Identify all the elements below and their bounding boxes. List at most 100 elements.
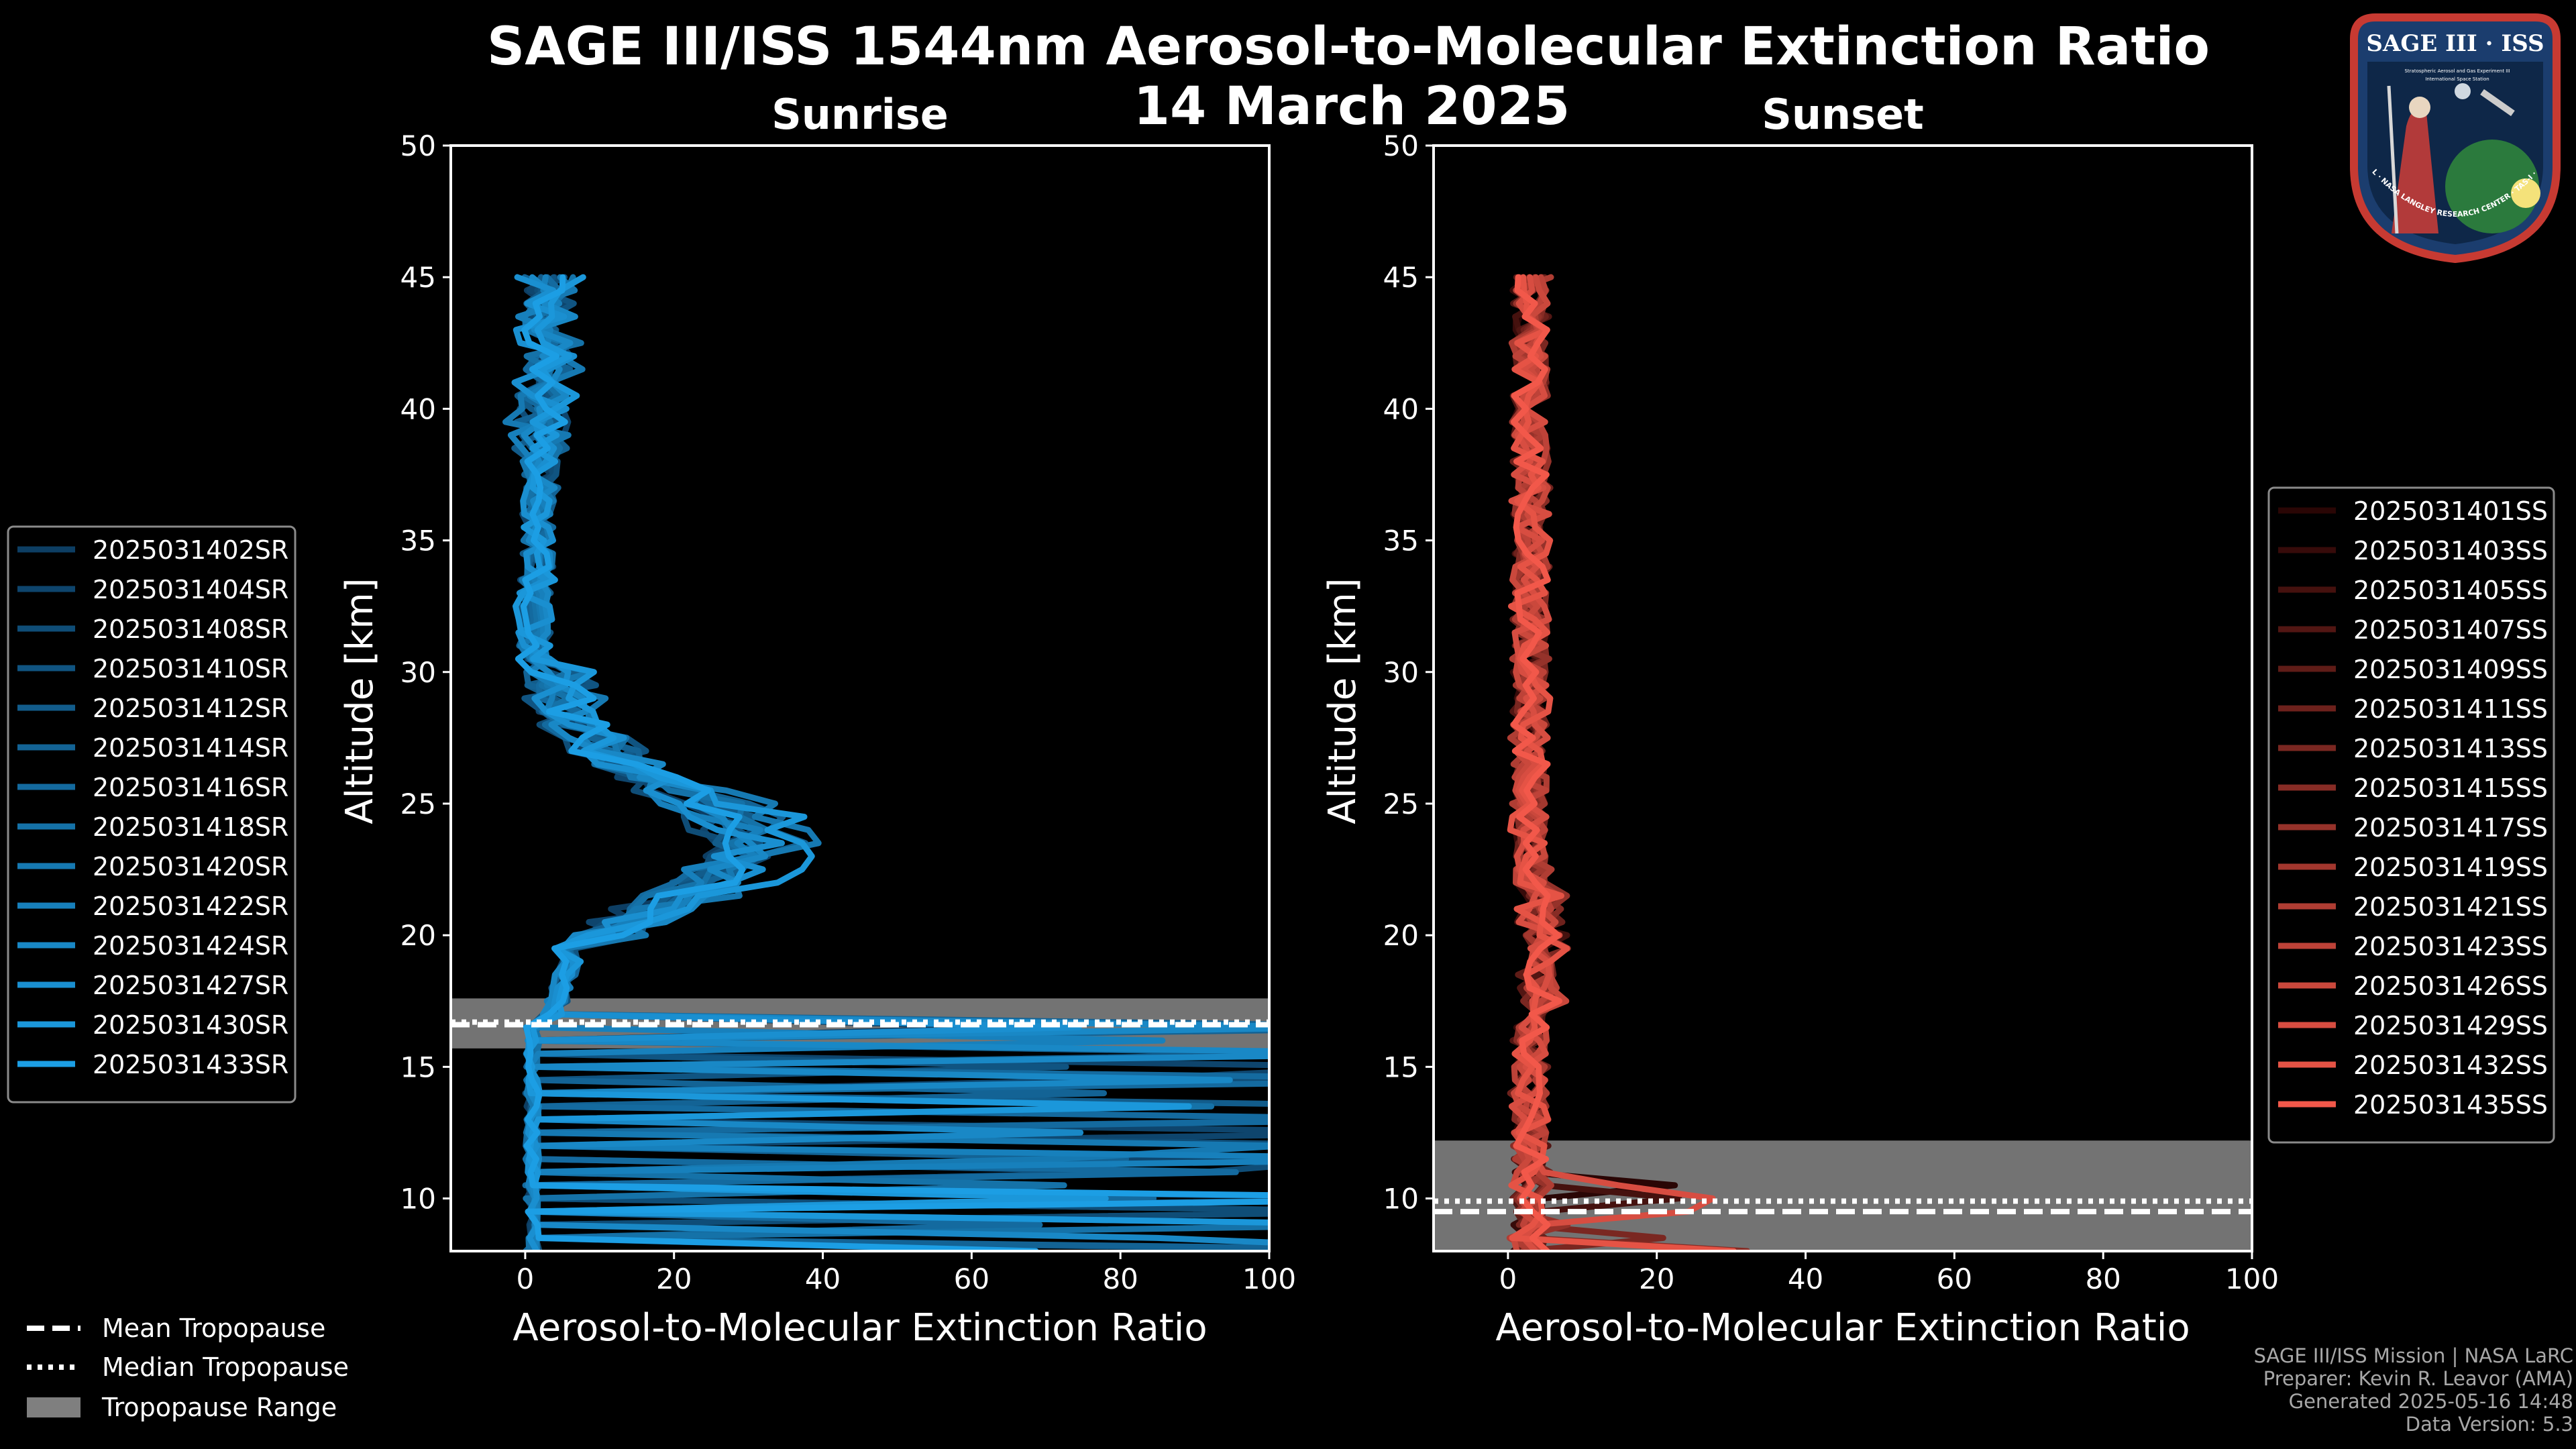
legend-label-2025031403SS: 2025031403SS [2353,536,2548,566]
logo-subtitle2: International Space Station [2425,76,2489,82]
x-axis-label-left: Aerosol-to-Molecular Extinction Ratio [513,1306,1207,1350]
legend-label-2025031429SS: 2025031429SS [2353,1011,2548,1040]
x-tick-label: 20 [1639,1263,1674,1295]
credit-version: Data Version: 5.3 [2405,1413,2573,1436]
tropopause-range-label: Tropopause Range [101,1393,337,1422]
panel-title-left: Sunrise [771,90,949,139]
logo-title: SAGE III · ISS [2366,30,2544,57]
wizard-figure-icon [2392,109,2438,233]
legend-label-2025031417SS: 2025031417SS [2353,813,2548,843]
iss-icon [2480,89,2515,117]
series-group-right [1506,274,1751,1251]
series-line-2025031424SR [521,274,1269,1246]
legend-label-2025031435SS: 2025031435SS [2353,1090,2548,1120]
plot-frame-left [449,144,1271,1252]
series-line-2025031423SS [1511,274,1562,1251]
legend-label-2025031412SR: 2025031412SR [93,694,288,723]
credits: SAGE III/ISS Mission | NASA LaRC Prepare… [2254,1344,2573,1436]
legend-label-2025031433SR: 2025031433SR [93,1050,288,1079]
y-tick-label: 35 [1383,525,1419,557]
y-tick-label: 45 [400,261,436,294]
x-axis-label-right: Aerosol-to-Molecular Extinction Ratio [1495,1306,2190,1350]
y-tick-label: 30 [400,656,436,689]
x-tick-label: 100 [2225,1263,2279,1295]
median-tropopause-label: Median Tropopause [102,1352,349,1382]
sunrise-panel: Sunrise 10 15 20 25 30 35 40 45 50 0 20 40 60 80 100 Aer… [7,90,1296,1350]
legend-label-2025031405SS: 2025031405SS [2353,576,2548,605]
legend-label-2025031407SS: 2025031407SS [2353,615,2548,645]
staff-icon [2387,85,2399,234]
legend-label-2025031430SR: 2025031430SR [93,1010,288,1040]
y-tick-label: 25 [400,788,436,820]
series-line-2025031433SR [515,274,1269,1251]
credit-mission: SAGE III/ISS Mission | NASA LaRC [2253,1344,2573,1367]
sun-icon [2511,178,2540,208]
tropopause-range-swatch [27,1397,80,1417]
legend-label-2025031423SS: 2025031423SS [2353,932,2548,961]
x-tick-label: 60 [1937,1263,1972,1295]
legend-label-2025031426SS: 2025031426SS [2353,971,2548,1001]
legend-label-2025031413SS: 2025031413SS [2353,734,2548,763]
legend-label-2025031415SS: 2025031415SS [2353,773,2548,803]
sunset-panel: Sunset 10 15 20 25 30 35 40 45 50 0 20 40 60 80 100 Aero… [1321,90,2555,1350]
mean-tropopause-label: Mean Tropopause [102,1313,325,1343]
panel-title-right: Sunset [1762,90,1924,139]
y-tick-label: 40 [1383,392,1419,425]
figure-title-line2: 14 March 2025 [1134,76,1570,137]
legend-label-2025031416SR: 2025031416SR [93,773,288,802]
x-tick-label: 60 [954,1263,989,1295]
y-tick-label: 20 [400,919,436,952]
y-tick-label: 50 [1383,129,1419,162]
x-tick-label: 40 [805,1263,841,1295]
y-tick-label: 45 [1383,261,1419,294]
logo-subtitle: Stratospheric Aerosol and Gas Experiment… [2404,68,2510,74]
tropopause-legend: Mean Tropopause Median Tropopause Tropop… [27,1313,349,1422]
credit-preparer: Preparer: Kevin R. Leavor (AMA) [2263,1367,2573,1390]
legend-box [7,525,297,1104]
legend-label-2025031432SS: 2025031432SS [2353,1051,2548,1080]
series-legend-right: 2025031401SS 2025031403SS 2025031405SS 2025… [2267,486,2555,1144]
series-line-2025031435SS [1511,274,1562,1251]
y-tick-label: 15 [400,1051,436,1083]
figure-title-line1: SAGE III/ISS 1544nm Aerosol-to-Molecular… [487,17,2210,77]
y-tick-label: 35 [400,525,436,557]
y-axis-label-right: Altitude [km] [1321,578,1364,824]
x-tick-label: 0 [517,1263,535,1295]
legend-label-2025031408SR: 2025031408SR [93,614,288,644]
earth-icon [2445,140,2539,233]
wizard-head-icon [2409,97,2430,118]
credit-generated: Generated 2025-05-16 14:48 [2288,1390,2573,1413]
legend-label-2025031419SS: 2025031419SS [2353,853,2548,882]
legend-label-2025031409SS: 2025031409SS [2353,655,2548,684]
x-tick-label: 80 [2085,1263,2121,1295]
y-tick-label: 50 [400,129,436,162]
legend-box [2267,486,2555,1144]
y-tick-label: 10 [1383,1183,1419,1216]
plot-frame-right [1432,144,2253,1252]
series-group-left [502,274,1269,1251]
moon-icon [2455,83,2471,99]
y-axis-label-left: Altitude [km] [338,578,382,824]
legend-label-2025031404SR: 2025031404SR [93,575,288,604]
y-tick-label: 40 [400,392,436,425]
series-legend-left: 2025031402SR 2025031404SR 2025031408SR 2025… [7,525,297,1104]
y-tick-label: 15 [1383,1051,1419,1083]
x-tick-label: 80 [1102,1263,1138,1295]
y-tick-label: 10 [400,1183,436,1216]
y-tick-label: 25 [1383,788,1419,820]
legend-label-2025031401SS: 2025031401SS [2353,496,2548,526]
legend-label-2025031418SR: 2025031418SR [93,812,288,842]
series-line-2025031421SS [1506,274,1562,1251]
x-tick-label: 100 [1242,1263,1296,1295]
legend-label-2025031424SR: 2025031424SR [93,931,288,961]
legend-label-2025031402SR: 2025031402SR [93,535,288,565]
legend-label-2025031414SR: 2025031414SR [93,733,288,763]
y-tick-label: 20 [1383,919,1419,952]
legend-label-2025031411SS: 2025031411SS [2353,694,2548,724]
legend-label-2025031421SS: 2025031421SS [2353,892,2548,922]
legend-label-2025031427SR: 2025031427SR [93,971,288,1000]
legend-label-2025031422SR: 2025031422SR [93,892,288,921]
legend-label-2025031410SR: 2025031410SR [93,654,288,684]
sage-iii-iss-logo: SAGE III · ISS Stratospheric Aerosol and… [2345,12,2561,264]
